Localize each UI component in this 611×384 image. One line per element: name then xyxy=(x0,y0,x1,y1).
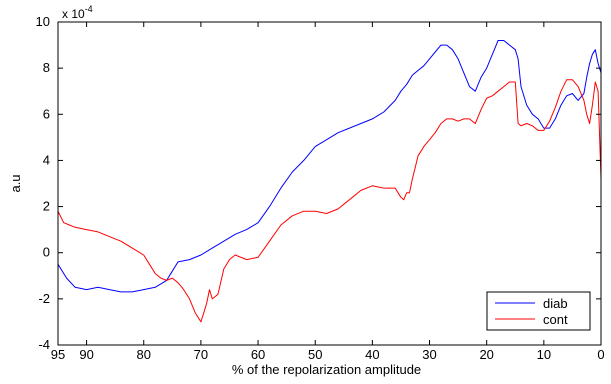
x-tick-label: 80 xyxy=(137,347,151,362)
x-tick-label: 10 xyxy=(537,347,551,362)
x-tick-label: 0 xyxy=(597,347,604,362)
x-tick-label: 70 xyxy=(194,347,208,362)
x-tick-label: 50 xyxy=(308,347,322,362)
y-tick-label: 0 xyxy=(43,245,50,260)
legend-label-diab: diab xyxy=(543,296,568,311)
y-tick-label: 2 xyxy=(43,199,50,214)
y-tick-label: -2 xyxy=(38,291,50,306)
x-tick-label: 20 xyxy=(479,347,493,362)
y-multiplier-exponent: -4 xyxy=(85,4,93,14)
series-line-cont xyxy=(58,79,601,323)
y-tick-label: 6 xyxy=(43,106,50,121)
ticks-layer: 95 90 80 70 60 50 40 30 20 10 0 -4 -2 0 2 4 6 8 10 xyxy=(36,14,605,362)
legend-box xyxy=(486,291,591,331)
legend-label-cont: cont xyxy=(543,312,568,327)
series-line-diab xyxy=(58,40,601,293)
y-tick-label: 8 xyxy=(43,60,50,75)
y-multiplier-label: x 10-4 xyxy=(62,4,93,21)
x-tick-label: 60 xyxy=(251,347,265,362)
y-tick-label: 4 xyxy=(43,152,50,167)
x-tick-label: 90 xyxy=(79,347,93,362)
y-axis-label: a.u xyxy=(8,174,23,192)
plot-frame xyxy=(57,21,602,346)
x-tick-label: 40 xyxy=(365,347,379,362)
x-tick-label: 95 xyxy=(51,347,65,362)
legend: diab cont xyxy=(486,291,591,331)
series-layer xyxy=(58,40,601,323)
x-tick-label: 30 xyxy=(422,347,436,362)
y-tick-label: -4 xyxy=(38,337,50,352)
y-tick-label: 10 xyxy=(36,14,50,29)
x-axis-label: % of the repolarization amplitude xyxy=(232,362,421,377)
y-multiplier-base: x 10 xyxy=(62,7,85,21)
